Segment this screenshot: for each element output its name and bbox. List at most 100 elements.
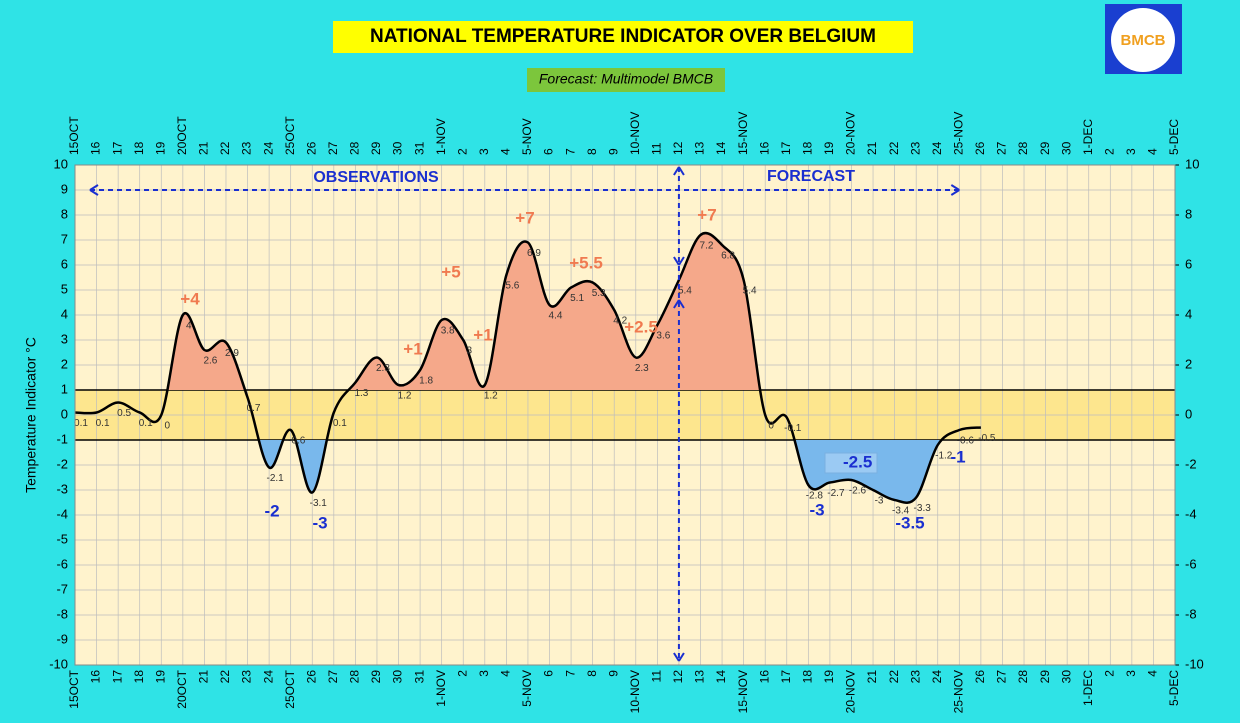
x-tick-label-top: 7: [563, 148, 577, 155]
logo-circle: [1111, 8, 1175, 72]
y2-tick-label: -2: [1185, 456, 1197, 471]
data-label: 0.1: [96, 418, 110, 429]
x-tick-label-top: 11: [650, 142, 664, 155]
x-tick-label-top: 3: [1124, 148, 1138, 155]
y2-tick-label: 8: [1185, 206, 1192, 221]
x-tick-label-top: 28: [348, 141, 362, 155]
line: [74, 231, 982, 504]
data-label: -2.6: [849, 486, 867, 497]
data-label: -0.6: [957, 436, 975, 447]
x-tick-label: 25-NOV: [951, 670, 965, 713]
x-tick-label: 9: [606, 670, 620, 677]
annotation: -3: [312, 513, 327, 532]
x-tick-label: 2: [455, 670, 469, 677]
x-tick-label: 23: [240, 670, 254, 684]
x-tick-label-top: 29: [369, 141, 383, 155]
y-tick-label: 7: [61, 231, 68, 246]
annotation: +5.5: [569, 253, 603, 272]
x-tick-label: 28: [348, 670, 362, 684]
x-tick-label: 18: [801, 670, 815, 684]
x-tick-label-top: 15-NOV: [736, 112, 750, 155]
x-tick-label-top: 27: [326, 141, 340, 155]
x-tick-label-top: 26: [304, 141, 318, 155]
x-tick-label-top: 1-DEC: [1081, 119, 1095, 155]
x-tick-label: 20OCT: [175, 669, 189, 708]
data-label: -0.6: [288, 436, 306, 447]
data-label: 7.2: [700, 241, 714, 252]
annotation: +7: [515, 208, 534, 227]
x-tick-label: 17: [779, 670, 793, 684]
x-tick-label: 22: [887, 670, 901, 684]
x-tick-label: 26: [973, 670, 987, 684]
x-tick-label: 3: [1124, 670, 1138, 677]
x-tick-label-top: 4: [1146, 148, 1160, 155]
annotation: -2: [264, 501, 279, 520]
x-tick-label-top: 30: [1059, 141, 1073, 155]
y-tick-label: 8: [61, 206, 68, 221]
x-tick-label: 28: [1016, 670, 1030, 684]
annotation: -1: [950, 447, 965, 466]
data-label: 5.4: [678, 286, 692, 297]
x-tick-label: 1-DEC: [1081, 670, 1095, 706]
data-label: -0.1: [784, 423, 802, 434]
x-tick-label: 22: [218, 670, 232, 684]
x-tick-label: 21: [865, 670, 879, 684]
y-tick-label: -10: [49, 656, 68, 671]
x-tick-label-top: 17: [779, 141, 793, 155]
arrow-head: [673, 652, 685, 662]
y-tick-label: -3: [56, 481, 68, 496]
data-label: -3: [875, 496, 884, 507]
y2-tick-label: 0: [1185, 406, 1192, 421]
x-tick-label-top: 21: [197, 141, 211, 155]
x-tick-label-top: 1-NOV: [434, 118, 448, 155]
x-tick-label-top: 18: [801, 141, 815, 155]
x-tick-label: 15-NOV: [736, 670, 750, 713]
x-tick-label: 2: [1102, 670, 1116, 677]
x-tick-label: 30: [391, 670, 405, 684]
x-tick-label-top: 12: [671, 141, 685, 155]
x-tick-label: 18: [132, 670, 146, 684]
data-label: 2.3: [635, 363, 649, 374]
arrow-head: [673, 166, 685, 176]
x-tick-label: 11: [650, 670, 664, 683]
x-tick-label: 21: [197, 670, 211, 684]
annotation: +1: [403, 339, 422, 358]
y-tick-label: -9: [56, 631, 68, 646]
y-tick-label: -8: [56, 606, 68, 621]
data-label: 5.3: [592, 288, 606, 299]
data-label: -2.8: [806, 491, 824, 502]
x-tick-label: 24: [261, 670, 275, 684]
x-tick-label-top: 25OCT: [283, 116, 297, 155]
data-label: 0.1: [139, 418, 153, 429]
data-label: 1.2: [484, 391, 498, 402]
data-label: 3.6: [656, 331, 670, 342]
x-tick-label-top: 17: [110, 141, 124, 155]
subtitle: Forecast: Multimodel BMCB: [539, 71, 713, 87]
logo-text: BMCB: [1121, 32, 1166, 49]
data-label: 0: [768, 421, 774, 432]
x-tick-label: 3: [477, 670, 491, 677]
x-tick-label-top: 24: [261, 141, 275, 155]
x-tick-label: 16: [89, 670, 103, 684]
x-tick-label: 13: [693, 670, 707, 684]
x-tick-label: 5-DEC: [1167, 670, 1181, 706]
x-tick-label: 16: [757, 670, 771, 684]
data-label: 1.3: [354, 388, 368, 399]
annotation: +5: [441, 262, 460, 281]
y2-tick-label: -10: [1185, 656, 1204, 671]
x-tick-label-top: 5-NOV: [520, 118, 534, 155]
arrow-head: [673, 299, 685, 309]
annotation: +4: [180, 289, 200, 308]
x-tick-label: 14: [714, 670, 728, 684]
y-tick-label: 9: [61, 181, 68, 196]
x-tick-label: 27: [326, 670, 340, 684]
x-tick-label-top: 16: [757, 141, 771, 155]
data-label: 3: [466, 346, 472, 357]
x-tick-label: 30: [1059, 670, 1073, 684]
x-tick-label-top: 16: [89, 141, 103, 155]
y-tick-label: 1: [61, 381, 68, 396]
annotation: +2.5: [624, 317, 658, 336]
x-tick-label-top: 2: [455, 148, 469, 155]
annotation: FORECAST: [767, 168, 855, 185]
x-tick-label: 25OCT: [283, 669, 297, 708]
